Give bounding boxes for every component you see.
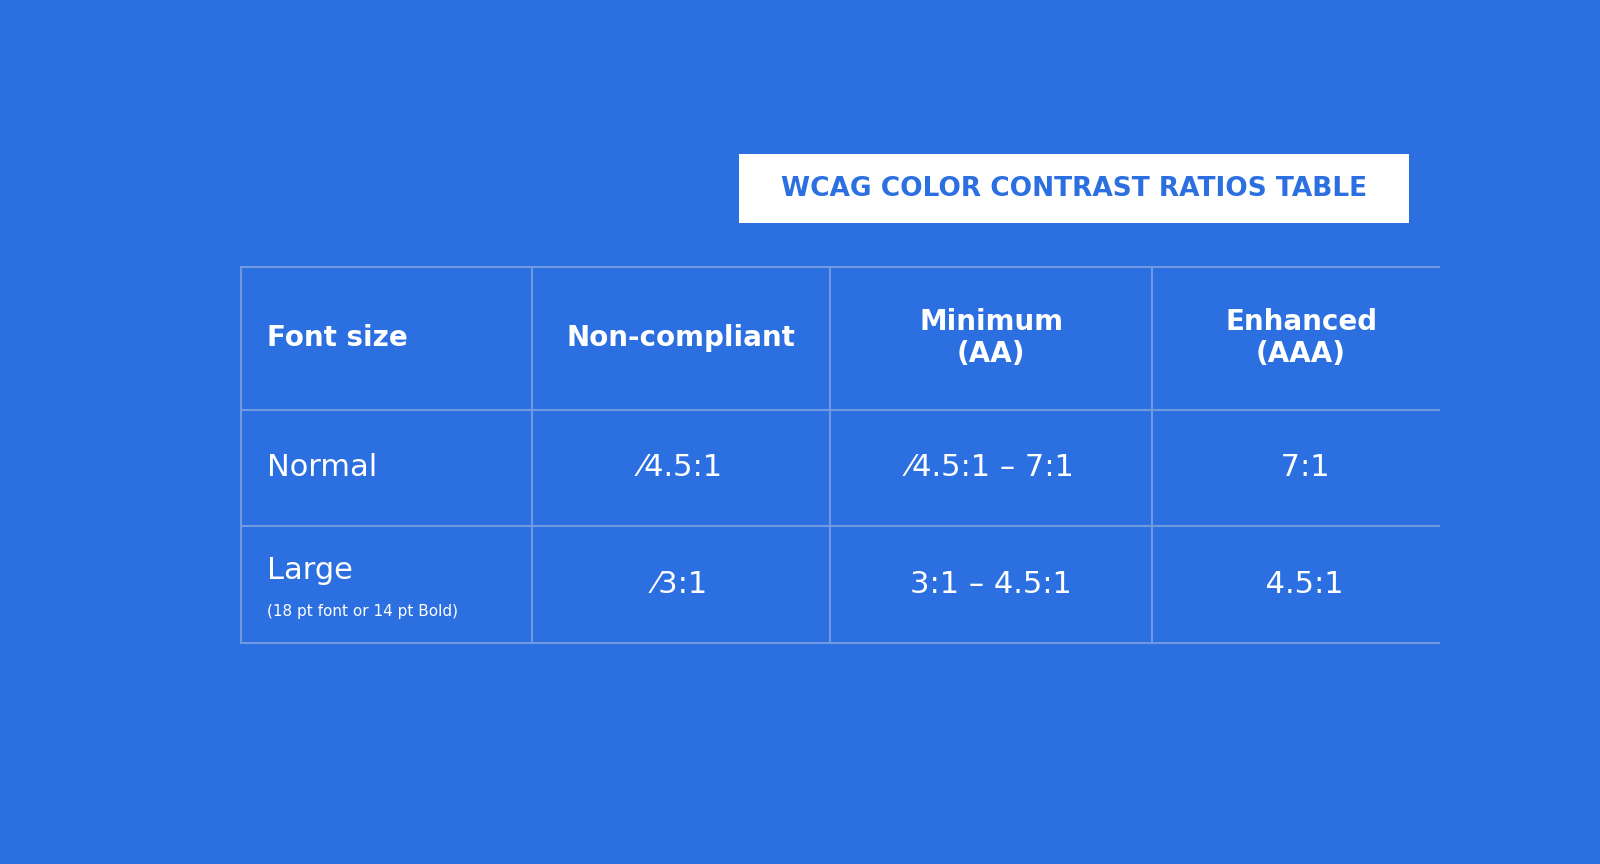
Text: WCAG COLOR CONTRAST RATIOS TABLE: WCAG COLOR CONTRAST RATIOS TABLE	[781, 175, 1368, 201]
FancyBboxPatch shape	[533, 410, 830, 526]
FancyBboxPatch shape	[830, 410, 1152, 526]
Text: 7:1: 7:1	[1274, 454, 1330, 482]
Text: ⁄4.5:1 – 7:1: ⁄4.5:1 – 7:1	[907, 454, 1075, 482]
FancyBboxPatch shape	[533, 267, 830, 410]
FancyBboxPatch shape	[1152, 526, 1450, 643]
FancyBboxPatch shape	[1152, 410, 1450, 526]
Text: Enhanced
(AAA): Enhanced (AAA)	[1226, 308, 1378, 368]
FancyBboxPatch shape	[242, 526, 533, 643]
Text: 4.5:1: 4.5:1	[1258, 570, 1344, 599]
Text: ⁄3:1: ⁄3:1	[654, 570, 709, 599]
Text: Large: Large	[267, 556, 354, 585]
FancyBboxPatch shape	[533, 526, 830, 643]
FancyBboxPatch shape	[830, 267, 1152, 410]
FancyBboxPatch shape	[1152, 267, 1450, 410]
Text: ⁄4.5:1: ⁄4.5:1	[640, 454, 723, 482]
Text: Minimum
(AA): Minimum (AA)	[918, 308, 1062, 368]
Text: 3:1 – 4.5:1: 3:1 – 4.5:1	[910, 570, 1072, 599]
FancyBboxPatch shape	[242, 267, 533, 410]
Text: Font size: Font size	[267, 324, 408, 353]
FancyBboxPatch shape	[242, 410, 533, 526]
Text: (18 pt font or 14 pt Bold): (18 pt font or 14 pt Bold)	[267, 604, 458, 619]
FancyBboxPatch shape	[739, 154, 1410, 224]
FancyBboxPatch shape	[830, 526, 1152, 643]
Text: Non-compliant: Non-compliant	[566, 324, 795, 353]
Text: Normal: Normal	[267, 454, 378, 482]
